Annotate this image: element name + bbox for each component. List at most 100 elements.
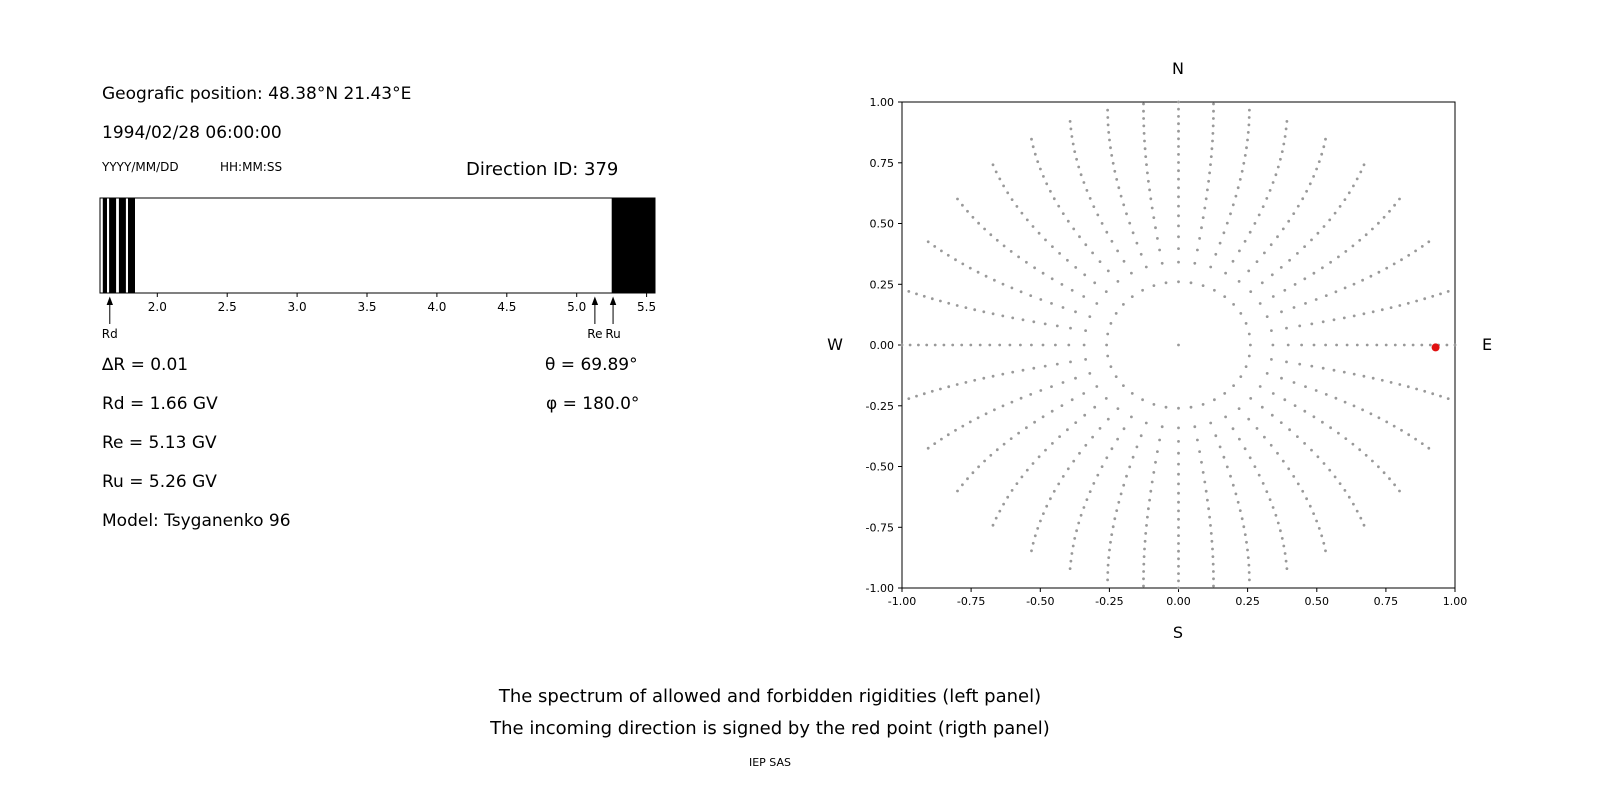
direction-dot [1244, 365, 1248, 368]
direction-dot [1240, 169, 1244, 173]
direction-dot [1407, 433, 1411, 437]
direction-dot [1082, 392, 1086, 395]
direction-dot [1234, 194, 1238, 198]
direction-dot [1223, 295, 1227, 298]
direction-dot [1177, 482, 1180, 486]
direction-dot [1284, 127, 1288, 131]
direction-dot [1343, 489, 1347, 492]
direction-dot [1280, 376, 1283, 380]
direction-dot [1142, 584, 1145, 588]
direction-dot [1352, 502, 1355, 506]
direction-dot [1177, 177, 1180, 181]
direction-dot [1052, 197, 1056, 201]
direction-dot [1109, 540, 1112, 544]
direction-dot [915, 394, 918, 398]
direction-dot [1268, 189, 1272, 192]
direction-dot [1321, 366, 1325, 370]
direction-dot [1328, 468, 1332, 472]
direction-dot [1050, 385, 1053, 388]
direction-dot [1083, 413, 1087, 417]
direction-dot [1431, 294, 1435, 298]
direction-dot [1208, 515, 1211, 519]
direction-dot [1091, 251, 1094, 255]
direction-dot [1248, 578, 1251, 582]
direction-dot [973, 308, 977, 312]
direction-dot [1453, 343, 1457, 347]
direction-dot [1274, 173, 1278, 177]
direction-dot [1322, 541, 1326, 545]
direction-dot [1122, 384, 1125, 387]
direction-dot [1114, 312, 1118, 315]
spectrum-frame [99, 197, 656, 294]
direction-dot [1279, 529, 1282, 533]
direction-dot [1088, 197, 1092, 200]
direction-dot [1135, 241, 1139, 245]
direction-dot [1247, 123, 1251, 127]
direction-dot [1389, 381, 1393, 384]
direction-dot [1050, 277, 1054, 281]
direction-dot [1269, 443, 1273, 447]
direction-dot [1332, 318, 1336, 322]
direction-dot [1393, 483, 1396, 487]
direction-dot [1019, 396, 1023, 400]
direction-dot [1283, 135, 1287, 138]
direction-dot [1231, 427, 1235, 431]
direction-dot [1316, 231, 1320, 235]
direction-dot [961, 262, 965, 266]
direction-dot [1243, 447, 1247, 451]
direction-dot [1060, 404, 1064, 407]
direction-dot [984, 274, 988, 278]
direction-dot [1308, 504, 1312, 508]
direction-dot [1106, 116, 1110, 119]
direction-dot [1213, 398, 1216, 402]
direction-dot [1371, 459, 1374, 463]
direction-dot [1292, 306, 1296, 309]
x-tick-label: 3.5 [357, 300, 376, 314]
direction-dot [1044, 448, 1047, 452]
direction-dot [1359, 170, 1363, 174]
direction-dot [954, 258, 957, 262]
direction-dot [1088, 372, 1092, 375]
direction-dot [1108, 548, 1111, 552]
x-tick-label: 2.0 [148, 300, 167, 314]
direction-dot [1351, 244, 1355, 248]
direction-dot [1128, 465, 1132, 469]
direction-dot [1044, 238, 1047, 242]
x-tick-label: 0.25 [1235, 595, 1260, 608]
direction-dot [1201, 403, 1205, 406]
direction-dot [1314, 389, 1318, 392]
x-tick-label: 3.0 [288, 300, 307, 314]
direction-dot [988, 343, 992, 347]
direction-dot [1211, 547, 1214, 551]
direction-dot [956, 197, 959, 201]
direction-dot [966, 477, 969, 481]
direction-dot [1055, 324, 1059, 328]
direction-dot [1362, 523, 1366, 527]
direction-dot [1203, 480, 1207, 484]
direction-dot [1420, 343, 1424, 347]
direction-dot [1116, 249, 1119, 253]
marker-arrow-head [609, 296, 617, 305]
direction-dot [1352, 314, 1356, 318]
direction-dot [1144, 532, 1148, 535]
direction-dot [971, 471, 975, 475]
direction-dot [1051, 442, 1054, 445]
direction-dot [1002, 502, 1005, 506]
direction-dot [1238, 249, 1241, 253]
direction-dot [1280, 150, 1284, 153]
direction-dot [922, 392, 926, 396]
direction-dot [1130, 392, 1134, 395]
direction-dot [1092, 482, 1096, 485]
direction-dot [1105, 343, 1108, 347]
direction-dot [1106, 417, 1110, 421]
direction-dot [1036, 160, 1040, 163]
direction-dot [1117, 186, 1121, 190]
direction-dot [1069, 360, 1072, 364]
direction-dot [1152, 284, 1156, 287]
direction-dot [1116, 407, 1120, 410]
direction-dot [907, 290, 911, 293]
direction-dot [1279, 157, 1282, 161]
direction-dot [1082, 181, 1086, 184]
direction-dot [1001, 314, 1005, 318]
